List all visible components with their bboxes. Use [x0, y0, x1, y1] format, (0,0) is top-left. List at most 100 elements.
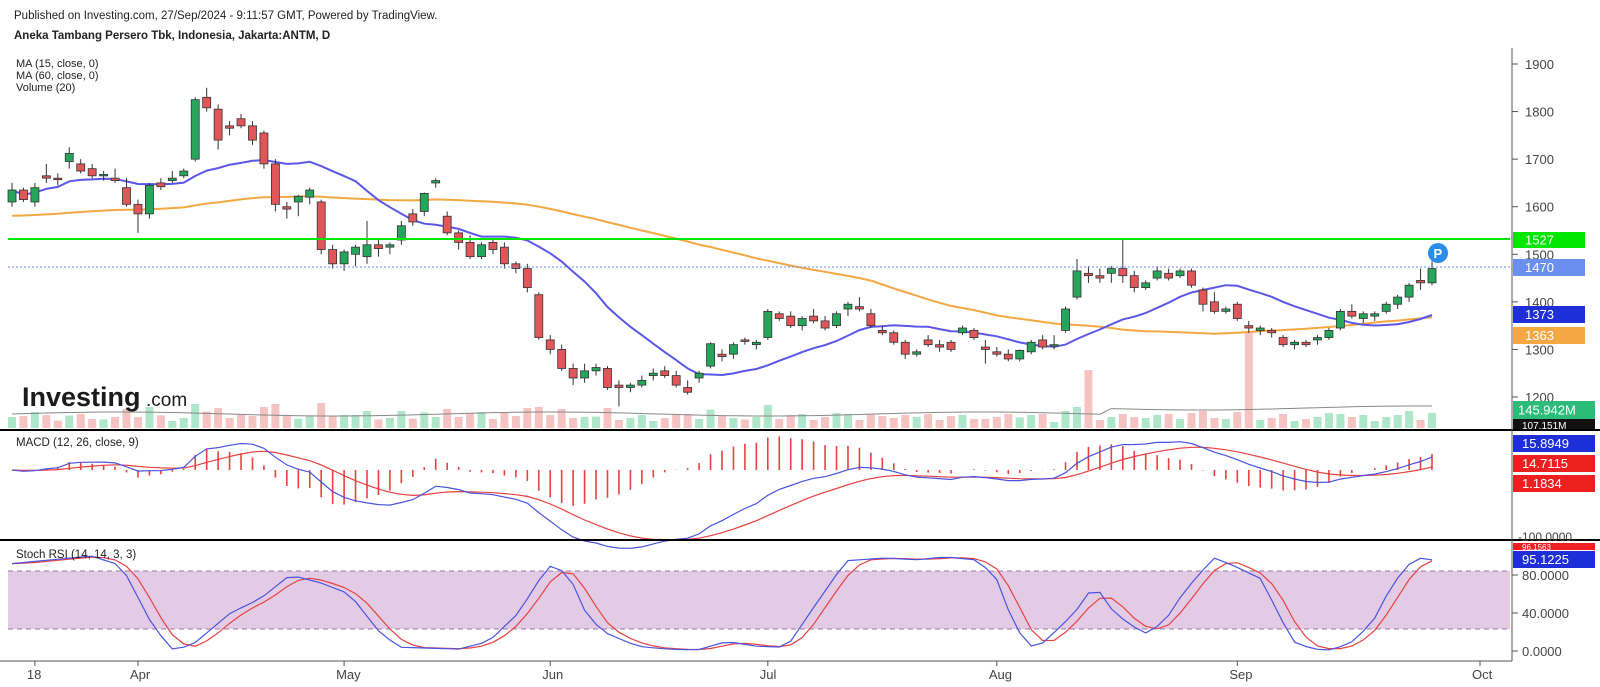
volume-bar: [1221, 419, 1230, 428]
volume-bar: [901, 415, 910, 428]
candle-body: [19, 189, 28, 200]
volume-bar: [53, 420, 62, 428]
candles: [7, 87, 1437, 407]
candle-body: [1095, 275, 1105, 279]
volume-bar: [1130, 417, 1139, 428]
candle-body: [522, 268, 532, 288]
volume-bar: [237, 414, 246, 428]
candle-body: [351, 246, 360, 255]
x-tick-label: May: [336, 667, 361, 682]
volume-bar: [30, 412, 39, 428]
volume-bar: [202, 411, 211, 428]
volume-bar: [168, 421, 177, 428]
candle-body: [202, 96, 212, 109]
candle-body: [64, 153, 74, 162]
candle-body: [1106, 268, 1116, 274]
candle-body: [53, 177, 63, 181]
candle-body: [442, 215, 452, 234]
volume-bar: [1405, 411, 1414, 428]
stoch-d-label: 96.1563: [1522, 543, 1551, 552]
volume-bar: [65, 415, 74, 428]
candle-body: [1141, 282, 1151, 288]
logo-suffix: .com: [146, 390, 187, 411]
volume-bar: [1198, 411, 1207, 428]
candle-body: [1118, 268, 1128, 277]
volume-bar: [947, 416, 956, 428]
volume-bar: [1107, 417, 1116, 428]
candle-body: [580, 370, 589, 379]
x-tick-label: Jun: [542, 667, 563, 682]
stoch-d-line: [11, 556, 1433, 651]
candle-body: [477, 244, 486, 258]
ma15-line: [11, 158, 1433, 377]
candle-body: [1198, 289, 1208, 305]
candle-body: [1404, 284, 1414, 298]
volume-bar: [271, 404, 280, 428]
x-tick-label: Sep: [1229, 667, 1252, 682]
candle-body: [969, 329, 979, 338]
candle-body: [328, 249, 338, 265]
candle-body: [1084, 272, 1093, 277]
macd-tick-label: -100.0000: [1518, 530, 1572, 544]
volume-bar: [488, 419, 497, 428]
volume-bar: [1153, 415, 1162, 428]
volume-bar: [637, 415, 646, 428]
stoch-pane: [11, 555, 1433, 651]
volume-bar: [695, 419, 704, 428]
candle-body: [99, 173, 109, 177]
candle-body: [1072, 270, 1082, 298]
volume-bar: [603, 408, 612, 428]
value-labels: 1527 1470 1373 1363 145.942M 107.151M 15…: [1513, 232, 1595, 568]
candle-body: [1370, 313, 1380, 317]
p-marker-icon[interactable]: [1428, 243, 1448, 263]
support-label-bg: [1513, 232, 1585, 248]
x-tick-label: Apr: [130, 667, 151, 682]
volume-bar: [1073, 407, 1081, 428]
candle-body: [694, 372, 704, 379]
candle-body: [374, 244, 383, 249]
hist-label-bg: [1513, 475, 1595, 492]
volume-bar: [443, 409, 452, 428]
volume-bar: [477, 412, 486, 428]
candle-body: [683, 387, 693, 393]
candle-body: [1049, 344, 1059, 347]
volume-bar: [1290, 421, 1299, 428]
stoch-tick-label: 40.0000: [1522, 606, 1569, 621]
volume-bar: [454, 417, 463, 428]
candle-body: [293, 195, 303, 203]
candle-body: [179, 170, 189, 177]
ma15-label-bg: [1513, 306, 1585, 323]
volume-bar: [1393, 415, 1402, 428]
stoch-k-label-bg: [1513, 551, 1595, 568]
candle-body: [1358, 313, 1368, 319]
volume-bar: [580, 417, 589, 428]
legend-ma15: MA (15, close, 0): [16, 58, 99, 70]
p-marker[interactable]: P: [1428, 243, 1448, 263]
candle-body: [671, 375, 681, 386]
candle-body: [225, 125, 234, 129]
candle-body: [362, 244, 372, 258]
candle-body: [76, 163, 86, 172]
volume-bar: [511, 416, 520, 428]
volume-bar: [763, 405, 772, 428]
candle-body: [1427, 268, 1437, 284]
candle-body: [30, 187, 40, 203]
candle-body: [236, 118, 246, 127]
candle-body: [625, 384, 635, 388]
candle-body: [1301, 341, 1311, 346]
p-marker-label: P: [1434, 246, 1443, 261]
volume-bar: [214, 408, 223, 428]
ma60-label-bg: [1513, 327, 1585, 344]
volume-bar: [282, 415, 291, 428]
candle-body: [1324, 329, 1334, 338]
volume-bar: [683, 414, 692, 428]
volume-bar: [374, 419, 383, 428]
candle-body: [568, 368, 578, 379]
macd-title: MACD (12, 26, close, 9): [16, 437, 139, 449]
volume-bar: [1095, 420, 1104, 428]
macd-line: [11, 441, 1433, 549]
candle-body: [855, 306, 864, 310]
candle-body: [145, 184, 154, 215]
candle-body: [809, 315, 819, 322]
candle-body: [900, 341, 910, 355]
